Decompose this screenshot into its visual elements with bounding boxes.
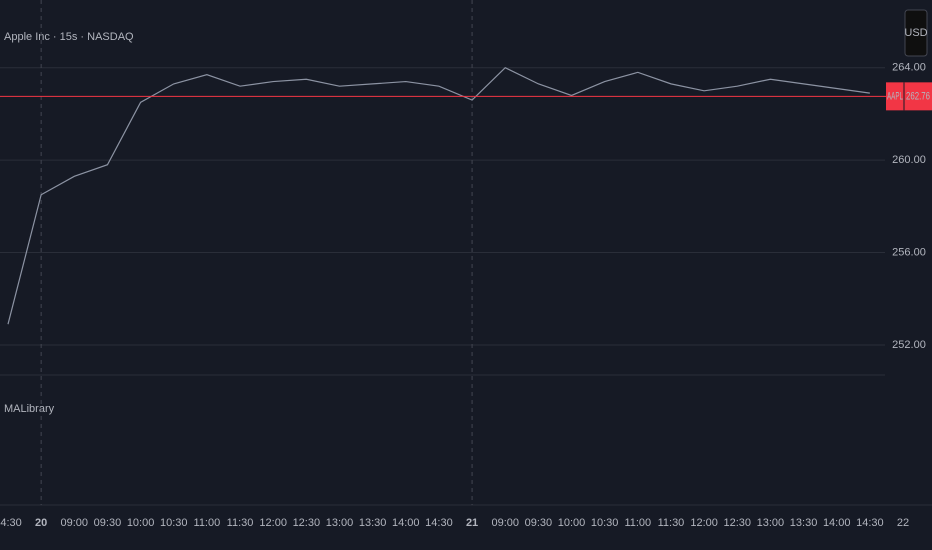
x-tick-label: 10:00 bbox=[558, 517, 586, 529]
y-tick-label: 260.00 bbox=[892, 154, 926, 166]
x-tick-label: 14:30 bbox=[856, 517, 884, 529]
x-tick-label: 09:00 bbox=[491, 517, 519, 529]
x-tick-label: 21 bbox=[466, 517, 478, 529]
x-tick-label: 10:30 bbox=[591, 517, 619, 529]
currency-label[interactable]: USD bbox=[904, 27, 927, 39]
x-tick-label: 11:00 bbox=[624, 517, 651, 529]
y-tick-label: 252.00 bbox=[892, 339, 926, 351]
x-tick-label: 09:30 bbox=[525, 517, 553, 529]
x-tick-label: 12:00 bbox=[259, 517, 287, 529]
chart-title: Apple Inc · 15s · NASDAQ bbox=[4, 31, 134, 43]
x-tick-label: 11:30 bbox=[658, 517, 685, 529]
x-tick-label: 14:00 bbox=[392, 517, 420, 529]
x-tick-label: 14:00 bbox=[823, 517, 851, 529]
x-tick-label: 11:00 bbox=[194, 517, 221, 529]
last-price-box bbox=[886, 82, 932, 111]
x-tick-label: 14:30 bbox=[425, 517, 453, 529]
last-price-symbol: AAPL bbox=[887, 90, 903, 102]
x-tick-label: 10:00 bbox=[127, 517, 155, 529]
x-tick-label: 13:00 bbox=[757, 517, 785, 529]
x-tick-label: 14:30 bbox=[0, 517, 22, 529]
indicator-label: MALibrary bbox=[4, 403, 55, 415]
x-tick-label: 22 bbox=[897, 517, 909, 529]
x-tick-label: 13:00 bbox=[326, 517, 354, 529]
x-tick-label: 12:30 bbox=[293, 517, 321, 529]
currency-button[interactable] bbox=[904, 9, 928, 57]
y-tick-label: 264.00 bbox=[892, 62, 926, 74]
x-tick-label: 11:30 bbox=[227, 517, 254, 529]
x-tick-label: 20 bbox=[35, 517, 47, 529]
x-tick-label: 13:30 bbox=[790, 517, 818, 529]
x-tick-label: 12:30 bbox=[723, 517, 751, 529]
x-tick-label: 13:30 bbox=[359, 517, 387, 529]
last-price-value: 262.76 bbox=[906, 90, 930, 102]
x-tick-label: 09:30 bbox=[94, 517, 122, 529]
x-tick-label: 09:00 bbox=[61, 517, 89, 529]
x-tick-label: 12:00 bbox=[690, 517, 718, 529]
y-tick-label: 256.00 bbox=[892, 246, 926, 258]
x-tick-label: 10:30 bbox=[160, 517, 188, 529]
